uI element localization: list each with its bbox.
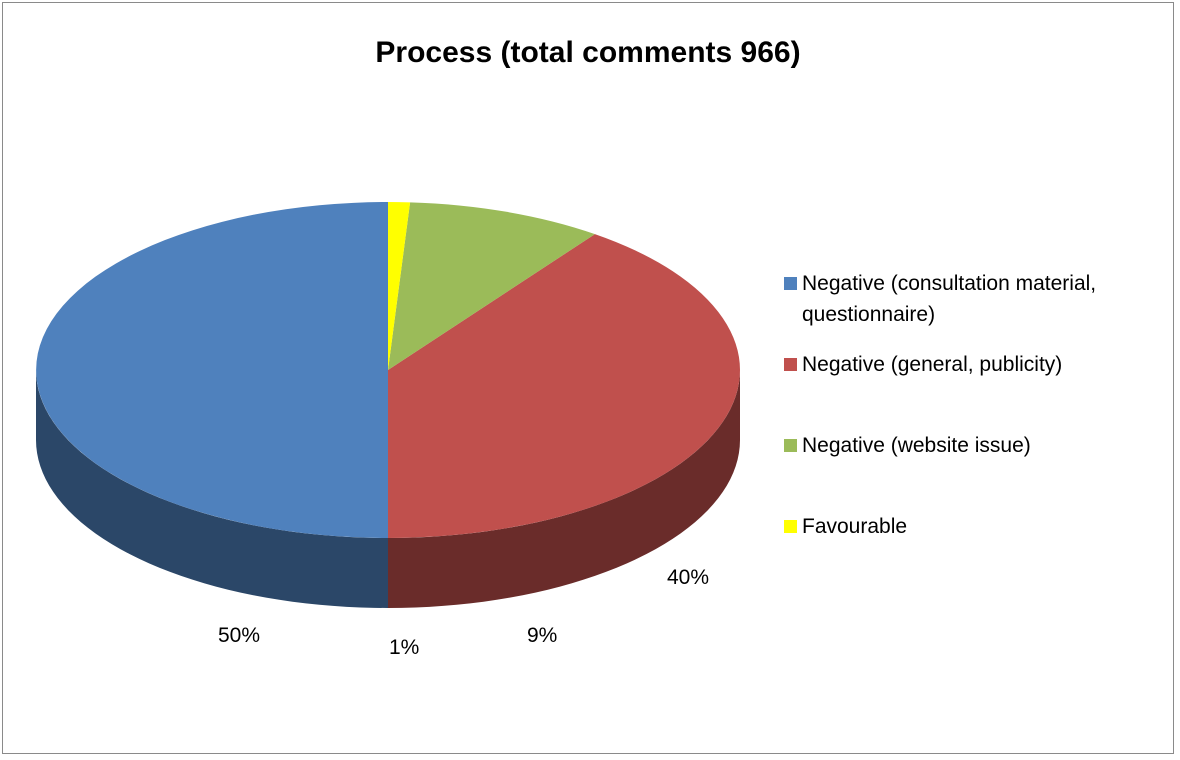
data-label-website-issue: 9% — [527, 624, 558, 647]
legend-swatch-website-issue — [784, 439, 797, 452]
pie-slice-favourable — [388, 202, 411, 370]
legend-label: Negative (general, publicity) — [802, 353, 1063, 376]
data-label-general-publicity: 40% — [667, 566, 710, 589]
legend-swatch-consultation-material — [784, 277, 797, 290]
data-label-favourable: 1% — [389, 636, 420, 659]
data-label-consultation-material: 50% — [218, 624, 261, 647]
legend-label: Favourable — [802, 515, 908, 538]
pie-slice-negative-general-publicity — [388, 234, 740, 538]
legend-swatch-general-publicity — [784, 358, 797, 371]
pie-side-negative-consultation-material-questionnaire — [36, 370, 388, 608]
legend-label: Negative (consultation material, questio… — [802, 272, 1097, 326]
pie-slice-negative-consultation-material-questionnaire — [36, 202, 389, 538]
legend-label: Negative (website issue) — [802, 434, 1031, 457]
legend-swatch-favourable — [784, 520, 797, 533]
chart-title: Process (total comments 966) — [375, 36, 801, 69]
pie-side-negative-general-publicity — [388, 370, 740, 608]
pie-slice-negative-website-issue — [388, 202, 595, 370]
